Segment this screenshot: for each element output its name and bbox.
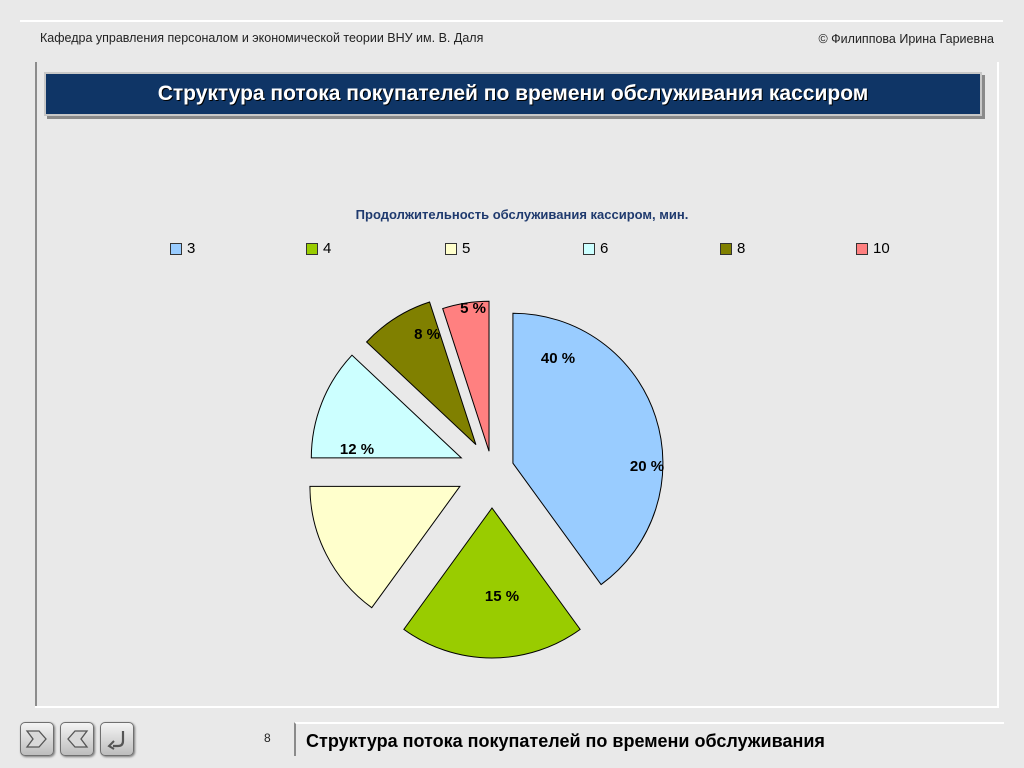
slice-label: 15 % bbox=[485, 588, 519, 605]
slice-label: 12 % bbox=[340, 441, 374, 458]
slide-frame-top bbox=[20, 20, 1003, 22]
department-header: Кафедра управления персоналом и экономич… bbox=[40, 31, 484, 45]
next-arrow-icon bbox=[25, 730, 47, 748]
next-slide-button[interactable] bbox=[20, 722, 54, 756]
previous-arrow-icon bbox=[67, 730, 89, 748]
pie-slice bbox=[403, 507, 581, 659]
legend-swatch bbox=[583, 242, 595, 255]
page-number: 8 bbox=[264, 731, 271, 745]
footer-title: Структура потока покупателей по времени … bbox=[306, 731, 825, 751]
legend-label: 4 bbox=[323, 240, 332, 257]
slice-label: 20 % bbox=[630, 458, 664, 475]
legend-swatch bbox=[720, 242, 732, 255]
footer-title-box: Структура потока покупателей по времени … bbox=[294, 722, 1004, 756]
return-arrow-icon bbox=[107, 731, 125, 750]
legend-swatch bbox=[170, 242, 182, 255]
previous-slide-button[interactable] bbox=[60, 722, 94, 756]
pie-slice bbox=[309, 485, 461, 609]
legend-swatch bbox=[856, 242, 868, 255]
legend-label: 6 bbox=[600, 240, 609, 257]
legend-label: 3 bbox=[187, 240, 196, 257]
pie-slice bbox=[442, 300, 490, 452]
pie-slice bbox=[365, 301, 477, 446]
slice-label: 40 % bbox=[541, 350, 575, 367]
legend-item: 4 bbox=[306, 240, 331, 257]
slice-label: 5 % bbox=[460, 300, 486, 317]
legend-item: 3 bbox=[170, 240, 195, 257]
slide-title-bar: Структура потока покупателей по времени … bbox=[44, 72, 982, 116]
pie-slice bbox=[512, 312, 664, 586]
slide-title: Структура потока покупателей по времени … bbox=[157, 82, 869, 105]
legend-item: 8 bbox=[720, 240, 745, 257]
legend-label: 5 bbox=[462, 240, 471, 257]
legend-label: 10 bbox=[873, 240, 890, 257]
legend-swatch bbox=[445, 242, 457, 255]
legend-item: 6 bbox=[583, 240, 608, 257]
slide-frame-right bbox=[997, 62, 999, 706]
legend-swatch bbox=[306, 242, 318, 255]
slide-frame-bottom bbox=[35, 706, 999, 708]
legend-label: 8 bbox=[737, 240, 746, 257]
legend-item: 10 bbox=[856, 240, 890, 257]
legend-item: 5 bbox=[445, 240, 470, 257]
slide-frame-left bbox=[35, 62, 37, 706]
chart-legend: 3 4 5 6 8 10 bbox=[0, 240, 1024, 258]
slice-label: 8 % bbox=[414, 326, 440, 343]
pie-slice bbox=[310, 354, 463, 459]
chart-title: Продолжительность обслуживания кассиром,… bbox=[355, 207, 689, 222]
author-header: © Филиппова Ирина Гариевна bbox=[818, 32, 994, 46]
return-button[interactable] bbox=[100, 722, 134, 756]
